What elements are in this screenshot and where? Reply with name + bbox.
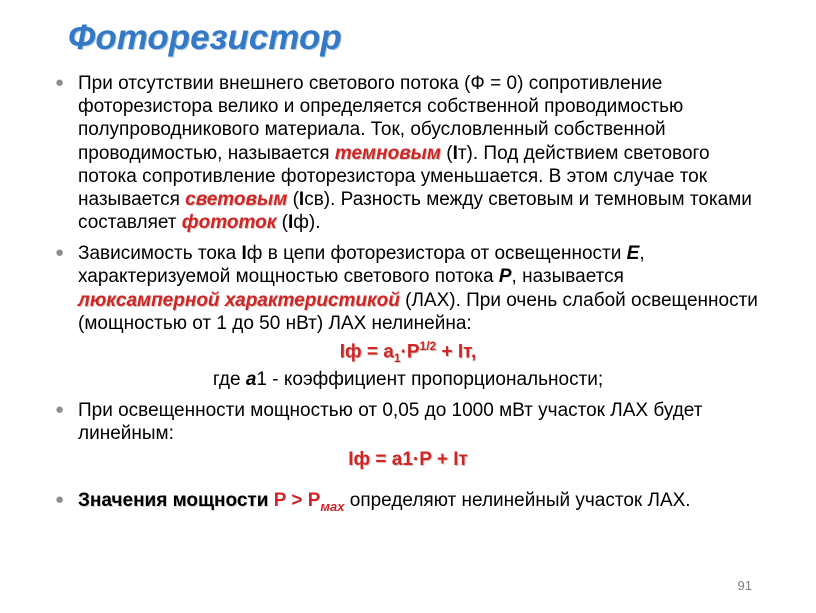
b1-Isv: св <box>304 189 324 210</box>
f1-plus: + Iт, <box>436 341 476 362</box>
bullet-1: При отсутствии внешнего светового потока… <box>50 72 766 234</box>
bullet-4: Значения мощности P > Pмах определяют не… <box>50 489 766 515</box>
centered-1: где a1 - коэффициент пропорциональности; <box>50 369 766 391</box>
b1-t2: ( <box>441 143 453 164</box>
b3-text: При освещенности мощностью от 0,05 до 10… <box>78 400 702 444</box>
bullet-list-3: Значения мощности P > Pмах определяют не… <box>50 489 766 515</box>
f1-Iph: Iф = a <box>340 341 394 362</box>
c1-rest: - коэффициент пропорциональности; <box>267 369 603 390</box>
b1-fototok: фототок <box>182 212 277 233</box>
b1-If: ф <box>293 212 309 233</box>
b2-E: E <box>627 243 640 264</box>
f1-exp: 1/2 <box>420 339 437 353</box>
b1-t6: ( <box>276 212 288 233</box>
formula-1: Iф = a1·P1/2 + Iт, <box>50 339 766 365</box>
b4-Pmax: P <box>308 490 321 511</box>
slide-container: Фоторезистор При отсутствии внешнего све… <box>0 0 816 613</box>
b1-t4: ( <box>287 189 299 210</box>
b1-svetovym: световым <box>185 189 287 210</box>
slide-title: Фоторезистор <box>68 18 766 58</box>
formula-2: Iф = a1·P + Iт <box>50 449 766 471</box>
c1-a: a <box>246 369 257 390</box>
b2-If: ф <box>247 243 263 264</box>
b4-P: P <box>274 490 286 511</box>
b1-temnovym: темновым <box>335 143 441 164</box>
b2-t4: , называется <box>512 266 624 287</box>
bullet-list-2: При освещенности мощностью от 0,05 до 10… <box>50 399 766 445</box>
b1-It: т <box>458 143 467 164</box>
c1-one: 1 <box>256 369 267 390</box>
b4-maxsub: мах <box>320 499 344 514</box>
b4-gt: > <box>286 490 308 511</box>
b2-t2: в цепи фоторезистора от освещенности <box>262 243 626 264</box>
bullet-list: При отсутствии внешнего светового потока… <box>50 72 766 335</box>
b2-P: P <box>499 266 512 287</box>
b4-t1: Значения мощности <box>78 490 274 511</box>
b2-lux: люксамперной характеристикой <box>78 290 400 311</box>
bullet-2: Зависимость тока Iф в цепи фоторезистора… <box>50 242 766 335</box>
b2-t1: Зависимость тока <box>78 243 242 264</box>
c1-where: где <box>213 369 246 390</box>
f2-text: Iф = a1·P + Iт <box>348 449 468 470</box>
b1-t7: ). <box>309 212 321 233</box>
f1-sub1: 1 <box>394 351 401 365</box>
b4-t2: определяют нелинейный участок ЛАХ. <box>350 490 691 511</box>
page-number: 91 <box>738 578 752 593</box>
f1-dotP: ·P <box>401 341 420 362</box>
bullet-3: При освещенности мощностью от 0,05 до 10… <box>50 399 766 445</box>
